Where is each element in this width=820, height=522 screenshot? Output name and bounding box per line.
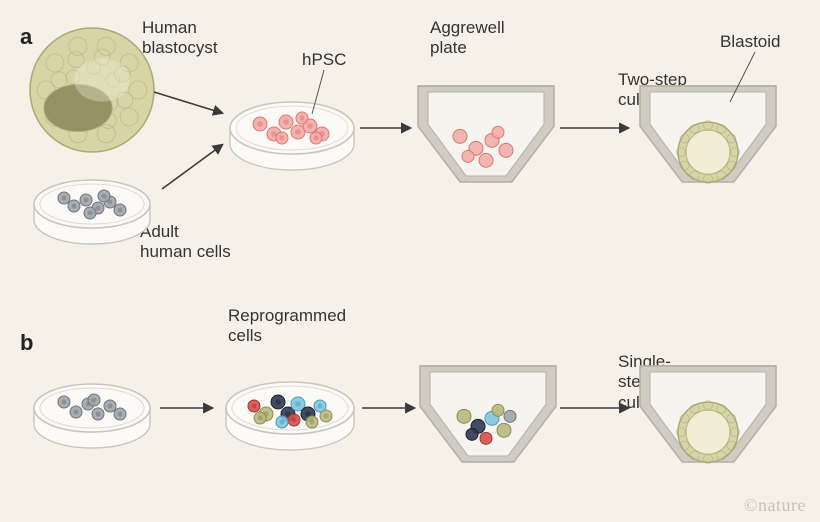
figure-canvas — [0, 0, 820, 522]
